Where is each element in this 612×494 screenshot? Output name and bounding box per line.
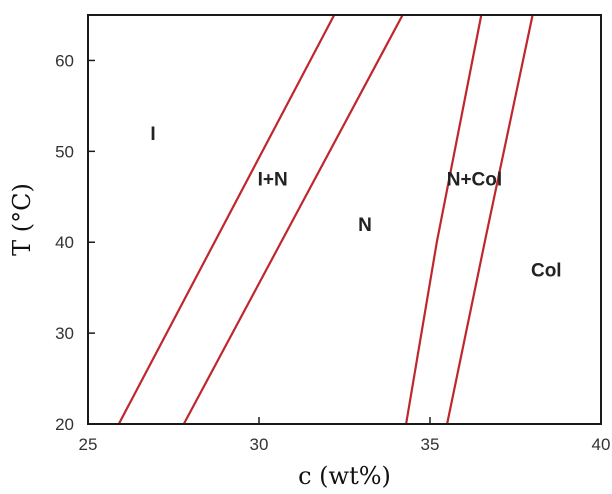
region-label: Col bbox=[531, 260, 562, 281]
x-tick-label: 40 bbox=[592, 435, 611, 454]
y-tick-label: 30 bbox=[55, 324, 74, 343]
phase-boundary-line-3 bbox=[405, 14, 483, 425]
axis-ticks: 25 30 35 40 20 30 40 50 60 bbox=[55, 51, 610, 454]
x-tick-label: 30 bbox=[250, 435, 269, 454]
plot-frame bbox=[87, 14, 602, 425]
y-tick-label: 20 bbox=[55, 415, 74, 434]
phase-boundary-line-4 bbox=[446, 14, 534, 425]
phase-boundary-line-2 bbox=[182, 14, 404, 425]
x-tick-label: 25 bbox=[79, 435, 98, 454]
x-axis-label: c (wt%) bbox=[298, 462, 391, 490]
phase-boundary-line-1 bbox=[117, 14, 336, 425]
region-label: I+N bbox=[258, 170, 288, 191]
region-label: N+Col bbox=[447, 170, 502, 191]
y-axis-label: T (°C) bbox=[8, 183, 36, 256]
y-tick-label: 60 bbox=[55, 51, 74, 70]
x-tick-label: 35 bbox=[421, 435, 440, 454]
region-label: I bbox=[150, 124, 155, 145]
series-lines bbox=[117, 14, 534, 425]
y-tick-label: 50 bbox=[55, 142, 74, 161]
region-labels: I I+N N N+Col Col bbox=[150, 124, 561, 281]
region-label: N bbox=[358, 215, 372, 236]
y-tick-label: 40 bbox=[55, 233, 74, 252]
